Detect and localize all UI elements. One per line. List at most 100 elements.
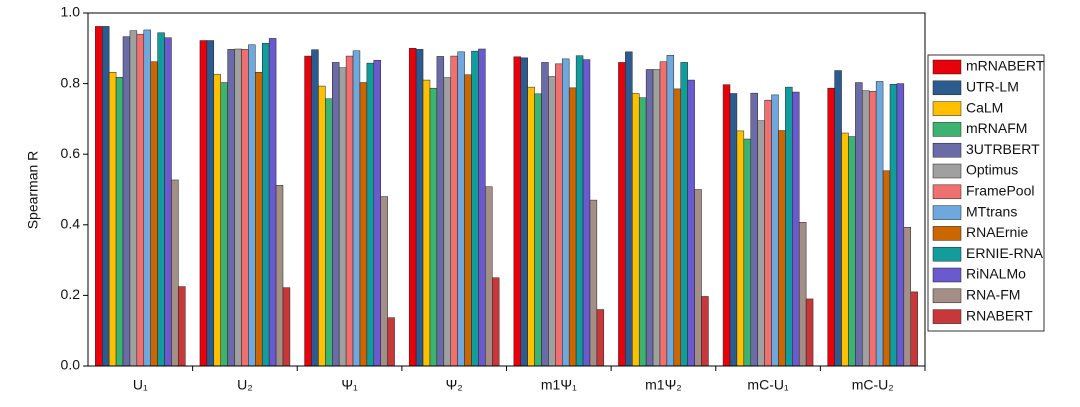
bar bbox=[896, 83, 905, 367]
bar bbox=[436, 56, 445, 367]
bar bbox=[582, 59, 591, 367]
bar bbox=[122, 36, 131, 367]
bar bbox=[589, 199, 598, 367]
bar bbox=[422, 79, 431, 367]
bar bbox=[227, 49, 235, 367]
bar bbox=[275, 185, 284, 367]
bar bbox=[625, 51, 633, 367]
bar bbox=[596, 309, 605, 367]
legend-swatch bbox=[932, 142, 962, 158]
bar bbox=[178, 286, 186, 367]
legend-swatch bbox=[932, 122, 962, 137]
bar bbox=[722, 84, 731, 367]
legend-swatch bbox=[932, 309, 962, 324]
bar bbox=[143, 29, 151, 367]
bar bbox=[199, 40, 208, 367]
legend-label: RNA-FM bbox=[966, 287, 1020, 303]
bar bbox=[555, 63, 563, 367]
bar bbox=[645, 69, 654, 367]
bar bbox=[841, 132, 849, 367]
bar bbox=[373, 60, 381, 367]
bar bbox=[115, 76, 124, 367]
bar bbox=[492, 277, 500, 367]
bar bbox=[408, 48, 417, 367]
bar bbox=[848, 136, 856, 367]
legend-swatch bbox=[932, 59, 962, 75]
bar bbox=[798, 222, 807, 367]
bar bbox=[541, 62, 549, 367]
bar bbox=[234, 48, 242, 367]
x-tick-label: m1Ψ₂ bbox=[645, 377, 682, 393]
bar bbox=[805, 298, 814, 367]
bar bbox=[771, 94, 779, 367]
bar bbox=[701, 296, 709, 367]
bar bbox=[632, 93, 640, 367]
bar bbox=[638, 97, 647, 367]
bar bbox=[680, 62, 688, 367]
legend-label: RNAErnie bbox=[966, 224, 1028, 240]
bar bbox=[868, 91, 877, 367]
bar bbox=[443, 77, 451, 367]
bar bbox=[450, 55, 458, 367]
bar bbox=[415, 49, 424, 367]
bar bbox=[464, 74, 472, 367]
bar bbox=[380, 196, 388, 367]
legend-label: ERNIE-RNA bbox=[966, 245, 1044, 261]
bar bbox=[485, 186, 493, 367]
legend-label: RNABERT bbox=[966, 307, 1033, 323]
bar bbox=[882, 170, 891, 367]
bar bbox=[527, 86, 535, 367]
bar bbox=[827, 87, 835, 367]
bar bbox=[903, 227, 912, 367]
bar bbox=[261, 43, 270, 367]
bar bbox=[736, 130, 745, 367]
y-tick-label: 0.8 bbox=[61, 74, 81, 90]
bar bbox=[129, 30, 138, 367]
bar bbox=[548, 76, 556, 367]
legend-label: mRNABERT bbox=[966, 58, 1045, 74]
bar bbox=[429, 87, 438, 367]
bar bbox=[478, 48, 486, 367]
bar bbox=[792, 91, 800, 367]
bar bbox=[241, 49, 249, 367]
x-tick-label: mC-U₁ bbox=[747, 377, 789, 393]
bar bbox=[659, 61, 668, 367]
bar bbox=[729, 93, 738, 367]
legend-swatch bbox=[932, 163, 962, 179]
bar bbox=[889, 84, 898, 367]
bar bbox=[785, 86, 793, 367]
bar bbox=[834, 70, 842, 367]
bar bbox=[248, 44, 256, 367]
bar bbox=[743, 138, 752, 367]
bar bbox=[666, 55, 675, 367]
bar bbox=[206, 40, 215, 367]
bar bbox=[534, 93, 542, 367]
bar bbox=[255, 72, 263, 367]
bar bbox=[687, 79, 695, 367]
legend-label: mRNAFM bbox=[966, 120, 1027, 136]
y-tick-label: 0.6 bbox=[61, 145, 81, 161]
y-tick-label: 0.2 bbox=[61, 286, 81, 302]
bar bbox=[575, 55, 584, 367]
legend-label: MTtrans bbox=[966, 203, 1017, 219]
legend-swatch bbox=[932, 226, 962, 241]
bar bbox=[471, 50, 479, 367]
bar bbox=[652, 69, 661, 367]
bar bbox=[618, 62, 626, 367]
bar bbox=[95, 26, 103, 367]
legend-label: Optimus bbox=[966, 162, 1018, 178]
x-tick-label: mC-U₂ bbox=[852, 377, 894, 393]
bar bbox=[171, 179, 179, 367]
bar bbox=[520, 57, 528, 367]
bar bbox=[332, 62, 340, 367]
legend-label: CaLM bbox=[966, 99, 1003, 115]
plot-frame bbox=[87, 12, 926, 367]
bar bbox=[304, 55, 312, 367]
bar bbox=[778, 130, 786, 367]
legend-swatch bbox=[932, 267, 962, 283]
bar bbox=[150, 61, 158, 367]
bar bbox=[213, 74, 221, 367]
x-tick-label: Ψ₁ bbox=[341, 377, 358, 393]
bar bbox=[562, 58, 570, 367]
bar bbox=[164, 37, 172, 367]
